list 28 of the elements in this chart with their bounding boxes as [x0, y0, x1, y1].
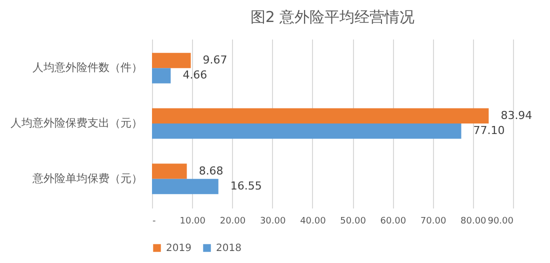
x-tick-label: 30.00 — [260, 216, 286, 226]
data-label: 9.67 — [202, 53, 228, 66]
legend-label: 2019 — [166, 243, 192, 254]
legend-label: 2018 — [216, 243, 242, 254]
y-tick-label: 人均意外险件数（件） — [32, 61, 142, 74]
data-label: 8.68 — [198, 164, 224, 178]
data-label: 16.55 — [230, 180, 262, 193]
bar — [152, 178, 218, 194]
bar — [152, 52, 191, 68]
x-tick-label: 80.00 — [460, 216, 487, 226]
x-tick-label: 10.00 — [180, 216, 206, 226]
bar — [152, 68, 171, 84]
x-tick-label: 60.00 — [380, 216, 406, 226]
y-tick-label: 意外险单均保费（元） — [32, 172, 142, 185]
x-tick-label: 40.00 — [300, 216, 326, 226]
x-tick-label: 90.00 — [488, 216, 514, 226]
x-tick-label: 70.00 — [420, 216, 446, 226]
y-tick-label: 人均意外险保费支出（元） — [10, 116, 142, 130]
data-label: 4.66 — [182, 68, 208, 82]
x-tick-label: 20.00 — [220, 216, 246, 226]
data-label: 77.10 — [473, 124, 505, 138]
bar — [152, 164, 187, 179]
x-tick-label: - — [152, 216, 156, 226]
x-tick-label: 50.00 — [340, 216, 366, 226]
bar — [152, 124, 462, 139]
chart-title: 图2 意外险平均经营情况 — [250, 8, 415, 26]
data-label: 83.94 — [500, 108, 532, 122]
bar — [152, 108, 489, 124]
